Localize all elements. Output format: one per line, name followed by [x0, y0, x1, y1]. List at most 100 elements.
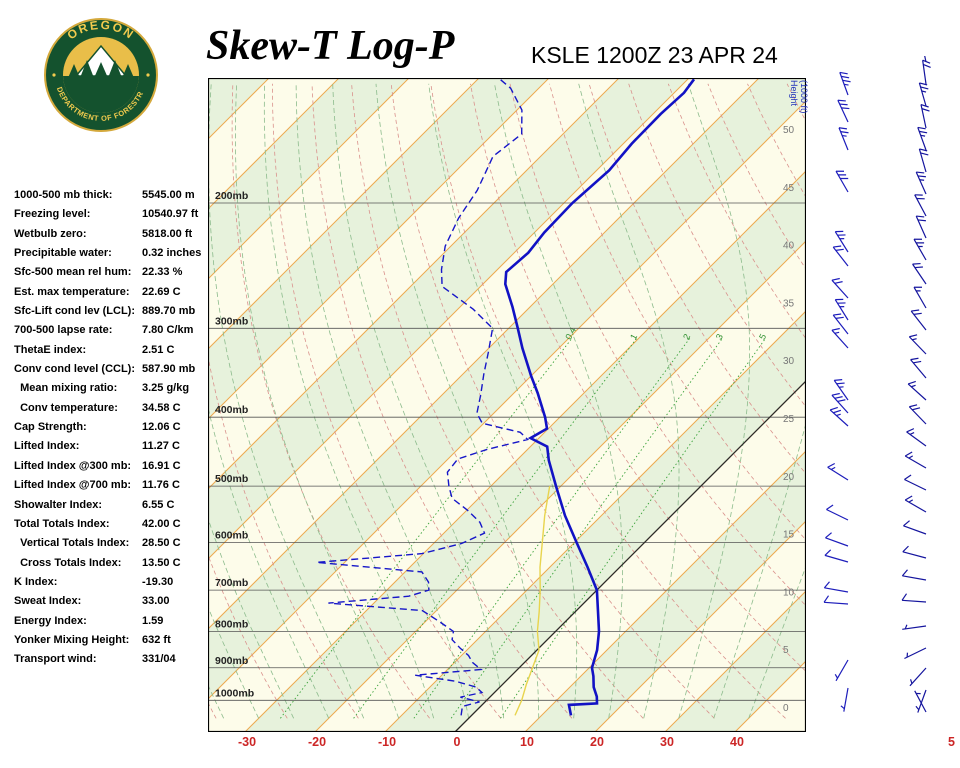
index-row: ThetaE index: 2.51 C: [14, 341, 201, 360]
wind-barb: [831, 327, 849, 349]
index-row: Energy Index: 1.59: [14, 612, 201, 631]
index-value: 11.76 C: [142, 479, 180, 492]
wind-barb: [825, 532, 849, 547]
wind-barb: [910, 357, 927, 379]
index-value: 34.58 C: [142, 401, 181, 414]
index-label: Lifted Index @300 mb:: [14, 459, 132, 472]
wind-barb: [832, 245, 849, 267]
index-value: 0.32 inches: [142, 247, 202, 260]
wind-barb: [901, 593, 927, 603]
wind-barb: [924, 56, 927, 63]
index-label: Lifted Index @700 mb:: [14, 479, 132, 492]
x-axis-overflow-label: 5: [948, 735, 955, 749]
wind-barb: [833, 379, 849, 401]
temperature-axis: 5 -30 -20 -10 0 10 20 30 40: [0, 735, 960, 753]
pressure-label: 400mb: [215, 404, 248, 416]
wind-barb: [834, 298, 849, 321]
page-title: Skew-T Log-P: [206, 23, 455, 69]
wind-barb: [823, 581, 849, 593]
index-label: Conv temperature:: [14, 401, 118, 414]
index-value: 22.33 %: [142, 266, 183, 279]
wind-barb: [914, 690, 927, 713]
wind-barbs-panel: [823, 56, 931, 713]
wind-barb: [918, 148, 929, 173]
tree-icon: [122, 64, 134, 78]
index-label: Sfc-Lift cond lev (LCL):: [14, 305, 135, 318]
index-value: 6.55 C: [142, 498, 175, 511]
wind-barb: [824, 549, 849, 563]
index-value: 10540.97 ft: [142, 208, 199, 221]
mixing-ratio-label: 2: [681, 332, 692, 341]
index-value: 28.50 C: [142, 537, 181, 550]
index-label: Sfc-500 mean rel hum:: [14, 266, 132, 279]
wind-barb: [904, 647, 927, 660]
index-row: Yonker Mixing Height: 632 ft: [14, 631, 201, 650]
logo-forest-scene: [63, 44, 139, 113]
wind-barb: [903, 520, 927, 535]
mixing-ratio-lines: 0.4 1 2 3 5: [280, 326, 768, 719]
index-label: Mean mixing ratio:: [14, 382, 118, 395]
dry-adiabat-lines: [208, 83, 806, 719]
height-tick: 0: [783, 703, 789, 714]
index-row: 700-500 lapse rate: 7.80 C/km: [14, 321, 201, 340]
index-label: Cap Strength:: [14, 421, 87, 434]
index-label: Energy Index:: [14, 614, 87, 627]
height-axis-title: Height (1000 ft): [789, 80, 809, 114]
index-row: Precipitable water: 0.32 inches: [14, 244, 201, 263]
index-value: 12.06 C: [142, 421, 181, 434]
index-label: Yonker Mixing Height:: [14, 633, 130, 646]
wind-barb: [907, 380, 927, 401]
index-value: 22.69 C: [142, 285, 181, 298]
height-axis-units-text: (1000 ft): [799, 80, 809, 114]
index-row: Sfc-500 mean rel hum: 22.33 %: [14, 263, 201, 282]
pressure-gridlines: 200mb 300mb 400mb 500mb 600mb 700mb 800mb 900mb…: [208, 190, 806, 701]
index-label: K Index:: [14, 575, 58, 588]
wind-barb: [904, 495, 927, 513]
pressure-label: 300mb: [215, 315, 248, 327]
height-tick: 25: [783, 414, 795, 425]
height-tick: 50: [783, 125, 795, 136]
mixing-ratio-label: 1: [628, 332, 639, 341]
index-label: 700-500 lapse rate:: [14, 324, 113, 337]
wind-barb: [908, 404, 927, 425]
index-row: Sfc-Lift cond lev (LCL): 889.70 mb: [14, 302, 201, 321]
wind-barb: [920, 103, 930, 129]
index-row: Showalter Index: 6.55 C: [14, 496, 201, 515]
index-value: 2.51 C: [142, 343, 175, 356]
height-tick: 10: [783, 587, 795, 598]
tree-icon: [80, 60, 94, 78]
tree-icon: [108, 60, 122, 78]
wind-barb: [904, 451, 927, 469]
index-label: Total Totals Index:: [14, 517, 110, 530]
index-row: Lifted Index: 11.27 C: [14, 437, 201, 456]
height-tick: 35: [783, 298, 795, 309]
index-row: Est. max temperature: 22.69 C: [14, 283, 201, 302]
index-row: 1000-500 mb thick: 5545.00 m: [14, 186, 201, 205]
wind-barb: [915, 171, 927, 195]
index-value: -19.30: [142, 575, 174, 588]
x-axis-label: 30: [660, 735, 674, 749]
index-label: Transport wind:: [14, 653, 97, 666]
wind-barb: [835, 170, 849, 193]
wind-barb: [918, 82, 929, 107]
odf-logo: OREGON DEPARTMENT OF FORESTRY: [40, 10, 158, 132]
index-row: Cap Strength: 12.06 C: [14, 418, 201, 437]
index-value: 889.70 mb: [142, 305, 196, 318]
wind-barb: [917, 126, 928, 151]
indices-panel: 1000-500 mb thick: 5545.00 m Freezing leve…: [14, 186, 201, 670]
index-value: 7.80 C/km: [142, 324, 194, 337]
moist-adiabat-lines: [208, 83, 806, 719]
wind-barb: [913, 286, 927, 309]
index-value: 16.91 C: [142, 459, 181, 472]
wind-barb: [909, 667, 927, 687]
tree-icon: [94, 62, 108, 78]
height-tick: 30: [783, 356, 795, 367]
wind-barb: [832, 313, 849, 335]
logo-dot-left: [52, 73, 56, 77]
temperature-curve: [503, 78, 696, 716]
wind-barb: [902, 624, 927, 630]
wind-barb: [906, 428, 927, 447]
wind-barb: [912, 262, 927, 285]
wind-barb: [826, 504, 849, 521]
